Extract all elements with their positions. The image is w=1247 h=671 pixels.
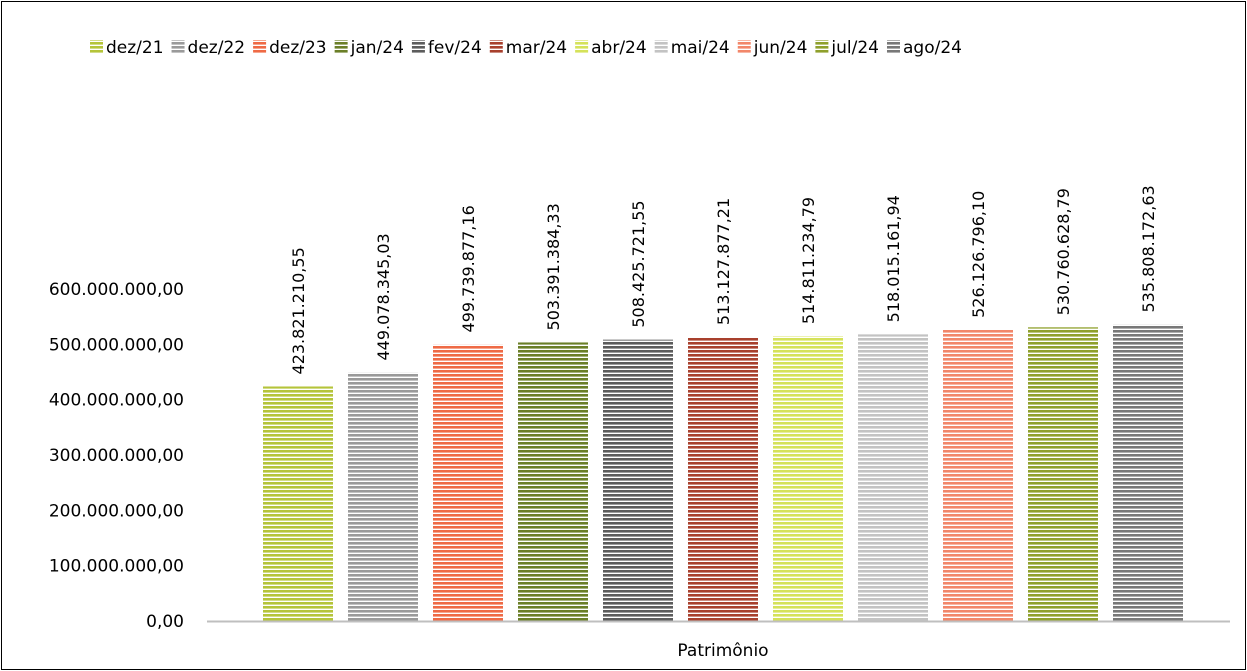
legend-item-jun-24: jun/24 — [737, 38, 808, 58]
bar-dez-21 — [263, 386, 333, 621]
legend-swatch — [171, 40, 185, 53]
legend-item-abr-24: abr/24 — [575, 38, 647, 58]
legend-label: mai/24 — [671, 38, 730, 58]
bar-dez-22 — [348, 372, 418, 621]
data-label-ago-24: 535.808.172,63 — [1139, 185, 1158, 312]
data-label-dez-21: 423.821.210,55 — [289, 247, 308, 374]
data-labels: 423.821.210,55 449.078.345,03 499.739.877,… — [289, 185, 1158, 374]
data-label-mar-24: 513.127.877,21 — [714, 198, 733, 325]
legend-swatch — [489, 40, 503, 53]
bar-mai-24 — [858, 334, 928, 621]
legend-swatch — [411, 40, 425, 53]
legend-swatch — [90, 40, 103, 53]
legend-label: jan/24 — [350, 38, 404, 58]
legend-label: dez/23 — [269, 38, 327, 58]
legend-swatch — [737, 40, 751, 53]
legend-swatch — [815, 40, 829, 53]
y-tick-label: 500.000.000,00 — [49, 335, 184, 355]
legend-label: dez/22 — [188, 38, 246, 58]
bar-jan-24 — [518, 342, 588, 621]
y-tick-label: 100.000.000,00 — [49, 557, 184, 577]
data-label-dez-23: 499.739.877,16 — [459, 205, 478, 332]
data-label-jun-24: 526.126.796,10 — [969, 191, 988, 318]
data-label-jul-24: 530.760.628,79 — [1054, 188, 1073, 315]
y-tick-label: 400.000.000,00 — [49, 391, 184, 411]
y-tick-label: 300.000.000,00 — [49, 446, 184, 466]
legend-item-dez-22: dez/22 — [171, 38, 246, 58]
data-label-jan-24: 503.391.384,33 — [544, 203, 563, 330]
legend-label: jul/24 — [830, 38, 879, 58]
y-tick-label: 0,00 — [146, 612, 184, 632]
bar-mar-24 — [688, 337, 758, 621]
legend-item-jan-24: jan/24 — [334, 38, 404, 58]
legend-swatch — [253, 40, 267, 53]
bar-dez-23 — [433, 344, 503, 621]
legend-label: dez/21 — [106, 38, 164, 58]
legend-item-dez-21: dez/21 — [90, 38, 164, 58]
y-tick-label: 200.000.000,00 — [49, 501, 184, 521]
legend-swatch — [575, 40, 589, 53]
legend-item-ago-24: ago/24 — [886, 38, 962, 58]
data-label-fev-24: 508.425.721,55 — [629, 200, 648, 327]
legend-label: mar/24 — [506, 38, 567, 58]
legend-swatch — [886, 40, 900, 53]
legend-swatch — [334, 40, 348, 53]
legend-label: jun/24 — [753, 38, 808, 58]
legend-label: fev/24 — [428, 38, 482, 58]
y-tick-label: 600.000.000,00 — [49, 280, 184, 300]
legend-swatch — [654, 40, 668, 53]
legend-item-mar-24: mar/24 — [489, 38, 567, 58]
data-label-dez-22: 449.078.345,03 — [374, 233, 393, 360]
legend-label: ago/24 — [903, 38, 962, 58]
bar-ago-24 — [1113, 324, 1183, 621]
data-label-abr-24: 514.811.234,79 — [799, 197, 818, 324]
bar-abr-24 — [773, 336, 843, 621]
bar-jun-24 — [943, 329, 1013, 621]
x-category-label: Patrimônio — [677, 641, 768, 661]
legend: dez/21 dez/22 dez/23 jan/24 fev/24 mar/24 abr/… — [90, 38, 962, 58]
legend-item-dez-23: dez/23 — [253, 38, 327, 58]
legend-item-jul-24: jul/24 — [815, 38, 879, 58]
data-label-mai-24: 518.015.161,94 — [884, 195, 903, 322]
bars — [263, 324, 1183, 621]
legend-item-mai-24: mai/24 — [654, 38, 730, 58]
legend-item-fev-24: fev/24 — [411, 38, 482, 58]
legend-label: abr/24 — [591, 38, 647, 58]
y-axis: 0,00 100.000.000,00 200.000.000,00 300.000.… — [49, 280, 184, 632]
bar-jul-24 — [1028, 327, 1098, 621]
bar-fev-24 — [603, 339, 673, 621]
